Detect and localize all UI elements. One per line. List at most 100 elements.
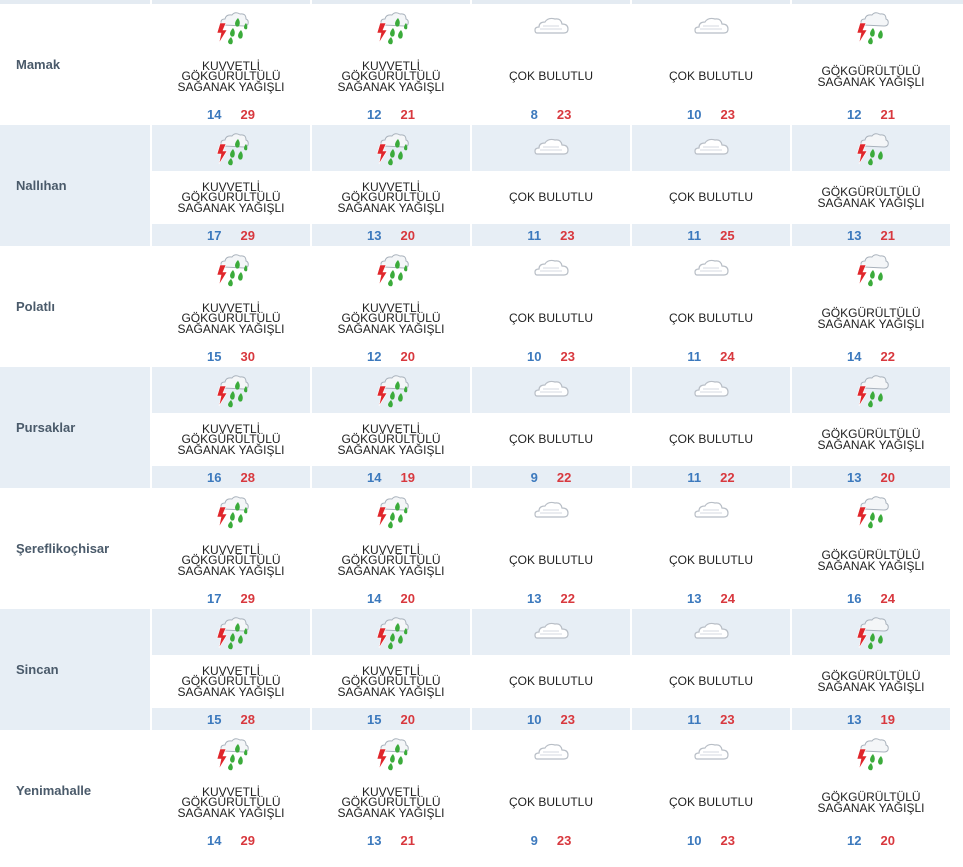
max-temperature: 29 bbox=[240, 227, 255, 243]
temperature-range: 12 21 bbox=[792, 103, 950, 125]
max-temperature: 20 bbox=[400, 227, 415, 243]
city-name[interactable]: Pursaklar bbox=[0, 367, 150, 488]
min-temperature: 17 bbox=[207, 227, 222, 243]
max-temperature: 24 bbox=[880, 590, 895, 606]
temperature-range: 8 23 bbox=[472, 103, 630, 125]
column-separator bbox=[630, 125, 632, 246]
weather-description: KUVVETLİ GÖKGÜRÜLTÜLÜ SAĞANAK YAĞIŞLI bbox=[337, 421, 445, 457]
forecast-day-cell: ÇOK BULUTLU 11 23 bbox=[472, 125, 630, 246]
max-temperature: 25 bbox=[720, 227, 735, 243]
min-temperature: 11 bbox=[687, 469, 702, 485]
weather-description: ÇOK BULUTLU bbox=[508, 311, 594, 326]
cell-band bbox=[312, 466, 470, 488]
max-temperature: 30 bbox=[240, 348, 255, 364]
column-separator bbox=[790, 488, 792, 609]
cell-band bbox=[152, 466, 310, 488]
city-name[interactable]: Sincan bbox=[0, 609, 150, 730]
strong-thunderstorm-icon bbox=[371, 735, 411, 771]
forecast-day-cell: GÖKGÜRÜLTÜLÜ SAĞANAK YAĞIŞLI 14 22 bbox=[792, 246, 950, 367]
column-separator bbox=[150, 367, 152, 488]
column-separator bbox=[310, 488, 312, 609]
column-separator bbox=[790, 367, 792, 488]
forecast-day-cell: ÇOK BULUTLU 11 22 bbox=[632, 367, 790, 488]
forecast-day-cell: GÖKGÜRÜLTÜLÜ SAĞANAK YAĞIŞLI 16 24 bbox=[792, 488, 950, 609]
cell-band bbox=[792, 224, 950, 246]
min-temperature: 13 bbox=[847, 227, 862, 243]
forecast-day-cell: ÇOK BULUTLU 11 25 bbox=[632, 125, 790, 246]
city-name[interactable]: Şereflikoçhisar bbox=[16, 541, 110, 556]
column-separator bbox=[310, 4, 312, 125]
weather-description: KUVVETLİ GÖKGÜRÜLTÜLÜ SAĞANAK YAĞIŞLI bbox=[337, 663, 445, 699]
weather-description: ÇOK BULUTLU bbox=[668, 311, 754, 326]
temperature-range: 15 28 bbox=[152, 708, 310, 730]
city-name[interactable]: Yenimahalle bbox=[16, 783, 92, 798]
forecast-day-cell: KUVVETLİ GÖKGÜRÜLTÜLÜ SAĞANAK YAĞIŞLI 12 2… bbox=[312, 4, 470, 125]
weather-description: KUVVETLİ GÖKGÜRÜLTÜLÜ SAĞANAK YAĞIŞLI bbox=[337, 300, 445, 336]
min-temperature: 9 bbox=[530, 469, 538, 485]
weather-description: KUVVETLİ GÖKGÜRÜLTÜLÜ SAĞANAK YAĞIŞLI bbox=[177, 421, 285, 457]
temperature-range: 16 24 bbox=[792, 587, 950, 609]
previous-row-edge bbox=[0, 0, 963, 4]
weather-description: ÇOK BULUTLU bbox=[668, 190, 754, 205]
forecast-day-cell: ÇOK BULUTLU 11 24 bbox=[632, 246, 790, 367]
min-temperature: 14 bbox=[207, 832, 222, 848]
forecast-day-cell: KUVVETLİ GÖKGÜRÜLTÜLÜ SAĞANAK YAĞIŞLI 12 2… bbox=[312, 246, 470, 367]
strong-thunderstorm-icon bbox=[211, 251, 251, 287]
min-temperature: 12 bbox=[367, 348, 382, 364]
forecast-day-cell: GÖKGÜRÜLTÜLÜ SAĞANAK YAĞIŞLI 13 21 bbox=[792, 125, 950, 246]
weather-description: KUVVETLİ GÖKGÜRÜLTÜLÜ SAĞANAK YAĞIŞLI bbox=[177, 58, 285, 94]
cloudy-icon bbox=[531, 735, 571, 771]
min-temperature: 12 bbox=[367, 106, 382, 122]
cloudy-icon bbox=[531, 614, 571, 650]
weather-description: ÇOK BULUTLU bbox=[508, 69, 594, 84]
weather-description: ÇOK BULUTLU bbox=[508, 795, 594, 810]
temperature-range: 12 20 bbox=[312, 345, 470, 367]
cell-band bbox=[632, 466, 790, 488]
column-separator bbox=[150, 4, 152, 125]
max-temperature: 23 bbox=[720, 832, 735, 848]
temperature-range: 11 22 bbox=[632, 466, 790, 488]
column-separator bbox=[470, 246, 472, 367]
temperature-range: 13 22 bbox=[472, 587, 630, 609]
max-temperature: 23 bbox=[556, 832, 572, 848]
temperature-range: 13 20 bbox=[312, 224, 470, 246]
forecast-day-cell: KUVVETLİ GÖKGÜRÜLTÜLÜ SAĞANAK YAĞIŞLI 14 1… bbox=[312, 367, 470, 488]
column-separator bbox=[790, 0, 792, 4]
max-temperature: 23 bbox=[560, 711, 575, 727]
forecast-day-cell: ÇOK BULUTLU 9 23 bbox=[472, 730, 630, 851]
temperature-range: 11 23 bbox=[472, 224, 630, 246]
min-temperature: 14 bbox=[847, 348, 862, 364]
max-temperature: 28 bbox=[240, 711, 255, 727]
forecast-day-cell: ÇOK BULUTLU 10 23 bbox=[632, 730, 790, 851]
city-name[interactable]: Mamak bbox=[16, 57, 61, 72]
max-temperature: 21 bbox=[880, 106, 895, 122]
max-temperature: 23 bbox=[556, 106, 572, 122]
temperature-range: 13 19 bbox=[792, 708, 950, 730]
column-separator bbox=[630, 609, 632, 730]
min-temperature: 12 bbox=[847, 832, 862, 848]
cloudy-icon bbox=[691, 614, 731, 650]
min-temperature: 14 bbox=[207, 106, 222, 122]
weather-description: GÖKGÜRÜLTÜLÜ SAĞANAK YAĞIŞLI bbox=[817, 64, 925, 89]
min-temperature: 13 bbox=[687, 590, 702, 606]
temperature-range: 14 29 bbox=[152, 103, 310, 125]
min-temperature: 9 bbox=[530, 832, 538, 848]
city-name[interactable]: Nallıhan bbox=[0, 125, 150, 246]
max-temperature: 22 bbox=[556, 469, 572, 485]
max-temperature: 20 bbox=[880, 832, 895, 848]
column-separator bbox=[470, 0, 472, 4]
temperature-range: 10 23 bbox=[632, 103, 790, 125]
city-row: Nallıhan KUVVETLİ GÖKGÜRÜLTÜLÜ SAĞANAK YA… bbox=[0, 125, 963, 246]
max-temperature: 20 bbox=[880, 469, 895, 485]
strong-thunderstorm-icon bbox=[211, 372, 251, 408]
city-name[interactable]: Polatlı bbox=[16, 299, 56, 314]
weather-description: ÇOK BULUTLU bbox=[508, 553, 594, 568]
weather-description: ÇOK BULUTLU bbox=[508, 190, 594, 205]
temperature-range: 14 29 bbox=[152, 829, 310, 851]
strong-thunderstorm-icon bbox=[211, 130, 251, 166]
cell-band bbox=[792, 466, 950, 488]
temperature-range: 9 22 bbox=[472, 466, 630, 488]
weather-description: ÇOK BULUTLU bbox=[668, 553, 754, 568]
strong-thunderstorm-icon bbox=[211, 493, 251, 529]
min-temperature: 15 bbox=[367, 711, 382, 727]
